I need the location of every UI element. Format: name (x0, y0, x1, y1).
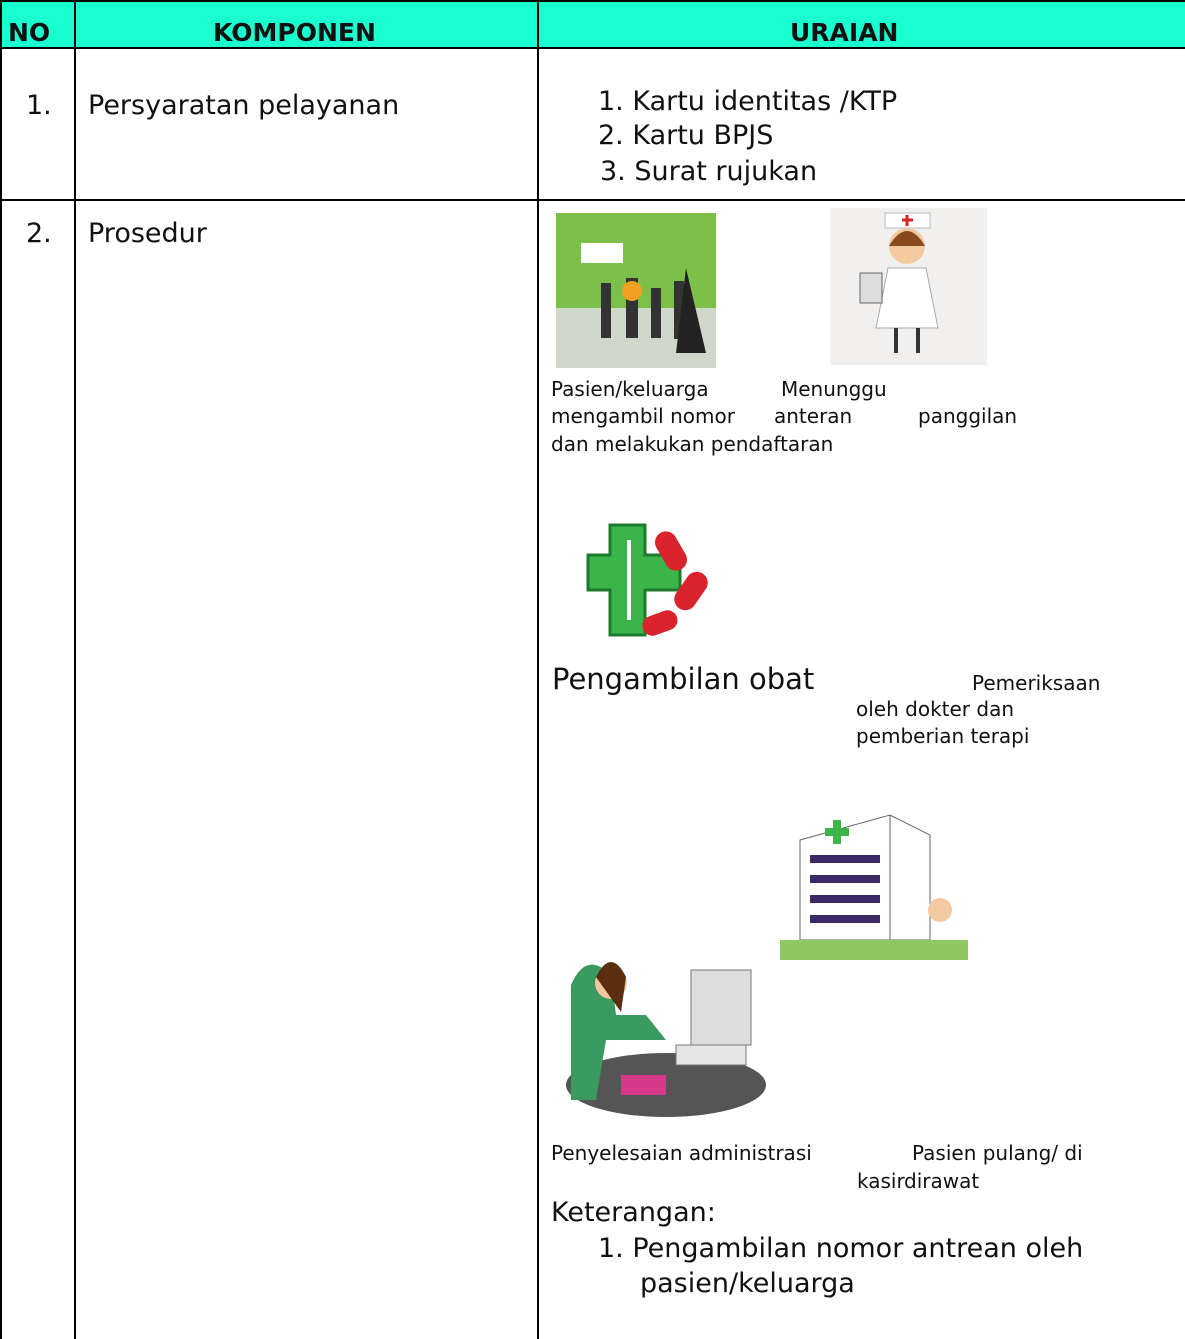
pharmacy-illustration (586, 523, 708, 637)
caption: Menunggu (781, 377, 887, 401)
rule (0, 0, 1185, 2)
rule (0, 0, 2, 1339)
rule (0, 199, 1185, 201)
rule (74, 0, 76, 1339)
note-title: Keterangan: (551, 1197, 716, 1228)
caption: anteran (774, 404, 853, 428)
caption: dan melakukan pendaftaran (551, 432, 834, 456)
hospital-illustration (780, 814, 968, 960)
cashier-illustration (566, 962, 766, 1117)
rule (0, 47, 1185, 49)
header-no: NO (8, 18, 51, 47)
caption: oleh dokter dan (856, 697, 1014, 721)
header-uraian: URAIAN (790, 18, 899, 47)
row-komponen: Persyaratan pelayanan (88, 90, 400, 121)
caption: mengambil nomor (551, 404, 735, 428)
caption: dirawat (904, 1169, 980, 1193)
header-band (0, 0, 1185, 48)
row-komponen: Prosedur (88, 218, 207, 249)
requirement: 3. Surat rujukan (600, 156, 818, 187)
note-item: pasien/keluarga (640, 1268, 855, 1299)
requirement: 2. Kartu BPJS (598, 120, 774, 151)
caption: Pengambilan obat (552, 662, 815, 696)
header-komponen: KOMPONEN (213, 18, 376, 47)
requirement: 1. Kartu identitas /KTP (598, 86, 898, 117)
row-no: 1. (26, 90, 52, 121)
nurse-illustration (830, 208, 987, 365)
caption: pemberian terapi (856, 724, 1030, 748)
caption: Penyelesaian administrasi (551, 1141, 812, 1165)
queue-illustration (556, 213, 716, 368)
note-item: 1. Pengambilan nomor antrean oleh (598, 1233, 1084, 1264)
row-no: 2. (26, 218, 52, 249)
caption: panggilan (918, 404, 1018, 428)
rule (537, 0, 539, 1339)
caption: Pemeriksaan (972, 671, 1101, 695)
caption: kasir (857, 1169, 905, 1193)
caption: Pasien pulang/ di (912, 1141, 1083, 1165)
caption: Pasien/keluarga (551, 377, 709, 401)
